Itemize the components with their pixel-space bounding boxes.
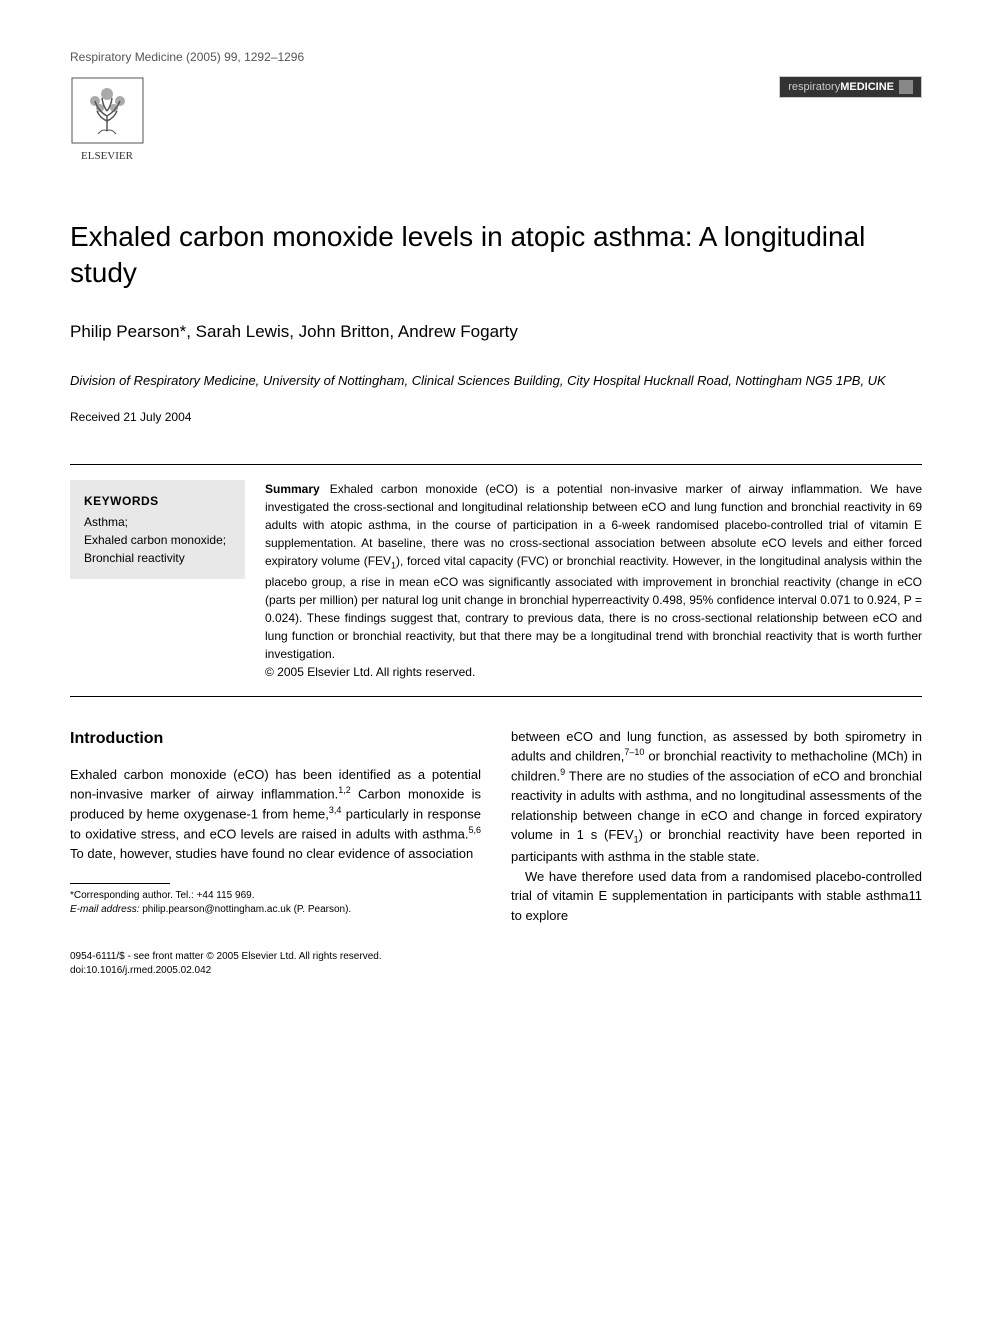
abstract-row: KEYWORDS Asthma; Exhaled carbon monoxide…	[70, 480, 922, 681]
article-title: Exhaled carbon monoxide levels in atopic…	[70, 219, 922, 292]
journal-reference: Respiratory Medicine (2005) 99, 1292–129…	[70, 50, 922, 64]
intro-paragraph-1-cont: between eCO and lung function, as assess…	[511, 727, 922, 867]
keywords-list: Asthma; Exhaled carbon monoxide; Bronchi…	[84, 513, 231, 567]
column-left: Introduction Exhaled carbon monoxide (eC…	[70, 727, 481, 925]
rule-bottom	[70, 696, 922, 697]
svg-text:ELSEVIER: ELSEVIER	[81, 150, 134, 162]
journal-logo: respiratoryMEDICINE	[779, 76, 922, 98]
keywords-heading: KEYWORDS	[84, 492, 231, 510]
footnotes: *Corresponding author. Tel.: +44 115 969…	[70, 889, 481, 917]
summary-text-part2: ), forced vital capacity (FVC) or bronch…	[265, 554, 922, 661]
introduction-heading: Introduction	[70, 727, 481, 751]
article-footer: 0954-6111/$ - see front matter © 2005 El…	[70, 950, 922, 978]
summary-copyright: © 2005 Elsevier Ltd. All rights reserved…	[265, 665, 475, 679]
intro-paragraph-1: Exhaled carbon monoxide (eCO) has been i…	[70, 765, 481, 863]
keywords-box: KEYWORDS Asthma; Exhaled carbon monoxide…	[70, 480, 245, 579]
corresponding-author: *Corresponding author. Tel.: +44 115 969…	[70, 889, 481, 903]
journal-logo-icon	[899, 80, 913, 94]
front-matter-line: 0954-6111/$ - see front matter © 2005 El…	[70, 950, 922, 964]
ref-7-10: 7–10	[624, 747, 644, 757]
affiliation: Division of Respiratory Medicine, Univer…	[70, 372, 922, 390]
intro-paragraph-2: We have therefore used data from a rando…	[511, 867, 922, 926]
header-row: ELSEVIER respiratoryMEDICINE	[70, 76, 922, 169]
summary: SummaryExhaled carbon monoxide (eCO) is …	[265, 480, 922, 681]
footnote-rule	[70, 883, 170, 884]
text-span: To date, however, studies have found no …	[70, 846, 473, 861]
email-value: philip.pearson@nottingham.ac.uk (P. Pear…	[139, 904, 351, 915]
ref-12: 1,2	[338, 785, 351, 795]
ref-56: 5,6	[468, 825, 481, 835]
publisher-block: ELSEVIER	[70, 76, 145, 169]
email-line: E-mail address: philip.pearson@nottingha…	[70, 903, 481, 917]
author-list: Philip Pearson*, Sarah Lewis, John Britt…	[70, 322, 922, 342]
email-label: E-mail address:	[70, 904, 139, 915]
journal-logo-suffix: MEDICINE	[840, 81, 894, 93]
elsevier-tree-logo: ELSEVIER	[70, 76, 145, 166]
rule-top	[70, 464, 922, 465]
ref-34: 3,4	[329, 805, 342, 815]
body-columns: Introduction Exhaled carbon monoxide (eC…	[70, 727, 922, 925]
doi-line: doi:10.1016/j.rmed.2005.02.042	[70, 964, 922, 978]
received-date: Received 21 July 2004	[70, 410, 922, 424]
summary-label: Summary	[265, 482, 320, 496]
journal-logo-prefix: respiratory	[788, 81, 840, 93]
column-right: between eCO and lung function, as assess…	[511, 727, 922, 925]
